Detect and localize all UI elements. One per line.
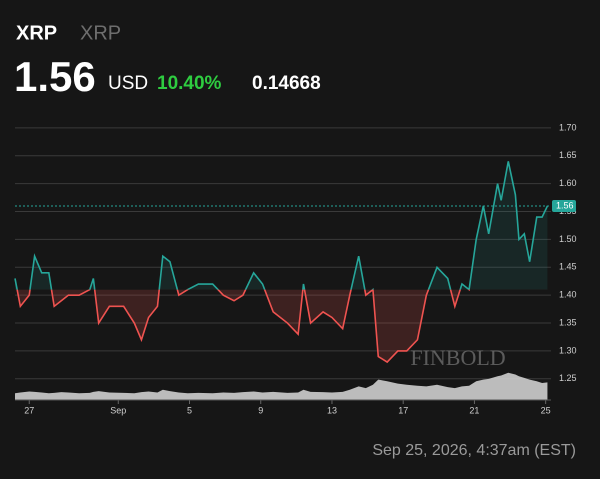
volume-area (15, 372, 548, 400)
x-tick-label: 21 (469, 405, 479, 415)
y-tick-label: 1.25 (559, 373, 577, 383)
y-tick-label: 1.70 (559, 122, 577, 132)
y-tick-label: 1.35 (559, 317, 577, 327)
x-tick-label: 9 (258, 405, 263, 415)
y-tick-label: 1.40 (559, 290, 577, 300)
last-value-label: 1.56 (556, 200, 574, 210)
area-down (17, 289, 461, 363)
symbol: XRP (16, 22, 57, 44)
change-percent: 10.40% (157, 73, 222, 94)
y-tick-label: 1.45 (559, 262, 577, 272)
x-tick-label: 5 (187, 405, 192, 415)
area-up (15, 161, 548, 290)
x-tick-label: 17 (398, 405, 408, 415)
timestamp: Sep 25, 2026, 4:37am (EST) (372, 442, 576, 459)
x-tick-label: Sep (110, 405, 126, 415)
line-down (16, 289, 470, 364)
y-tick-label: 1.30 (559, 345, 577, 355)
last-value-box (552, 199, 576, 212)
price: 1.56 (14, 53, 96, 100)
line-up (14, 161, 549, 290)
currency: USD (108, 73, 148, 94)
y-tick-label: 1.65 (559, 150, 577, 160)
change: 0.14668 (252, 73, 321, 94)
y-tick-label: 1.60 (559, 178, 577, 188)
watermark: FINBOLD (410, 345, 505, 370)
asset-name: XRP (80, 22, 121, 44)
x-tick-label: 25 (541, 405, 551, 415)
x-tick-label: 27 (24, 405, 34, 415)
y-tick-label: 1.50 (559, 234, 577, 244)
x-tick-label: 13 (327, 405, 337, 415)
